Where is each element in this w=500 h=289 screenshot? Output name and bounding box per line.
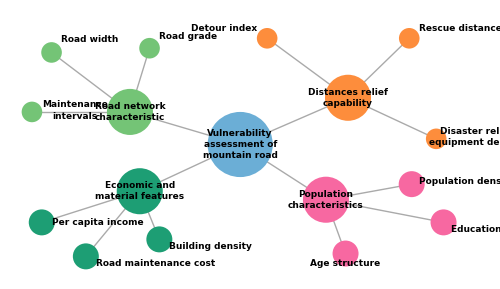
Point — [126, 110, 134, 114]
Point — [263, 36, 271, 40]
Point — [344, 95, 352, 100]
Text: Road grade: Road grade — [160, 32, 218, 41]
Text: Age structure: Age structure — [310, 259, 380, 268]
Point — [38, 220, 46, 225]
Point — [156, 237, 164, 242]
Text: Education level: Education level — [451, 225, 500, 234]
Point — [405, 36, 413, 40]
Point — [322, 197, 330, 202]
Point — [82, 254, 90, 259]
Text: Economic and
material features: Economic and material features — [95, 181, 184, 201]
Point — [440, 220, 448, 225]
Text: Per capita income: Per capita income — [52, 218, 143, 227]
Text: Disaster relief
equipment density: Disaster relief equipment density — [429, 127, 500, 147]
Text: Maintenance
intervals: Maintenance intervals — [42, 101, 108, 121]
Text: Population density: Population density — [419, 177, 500, 186]
Text: Distances relief
capability: Distances relief capability — [308, 88, 388, 108]
Point — [342, 251, 349, 256]
Text: Detour index: Detour index — [191, 24, 258, 33]
Point — [408, 182, 416, 186]
Text: Road width: Road width — [62, 35, 118, 44]
Text: Road network
characteristic: Road network characteristic — [94, 102, 166, 122]
Point — [146, 46, 154, 51]
Point — [48, 50, 56, 55]
Text: Population
characteristics: Population characteristics — [288, 190, 364, 210]
Point — [432, 136, 440, 141]
Point — [28, 110, 36, 114]
Text: Vulnerability
assessment of
mountain road: Vulnerability assessment of mountain roa… — [203, 129, 278, 160]
Text: Road maintenance cost: Road maintenance cost — [96, 259, 215, 268]
Text: Rescue distances: Rescue distances — [419, 24, 500, 33]
Point — [236, 142, 244, 147]
Point — [136, 189, 144, 194]
Text: Building density: Building density — [169, 242, 252, 251]
